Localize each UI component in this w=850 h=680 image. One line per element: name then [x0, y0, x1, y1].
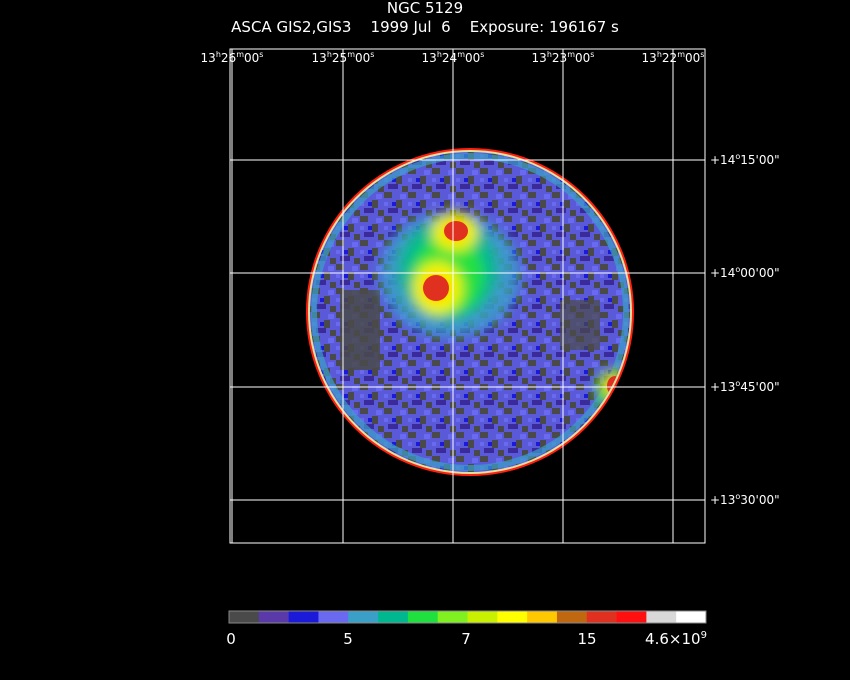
colorbar-swatch [258, 611, 290, 623]
colorbar-swatch [288, 611, 319, 623]
xray-image-disk [306, 148, 634, 476]
colorbar-swatch [556, 611, 588, 623]
object-name: NGC 5129 [386, 0, 464, 17]
colorbar-swatch [229, 611, 260, 623]
ra-tick-label: 13h25m00s [312, 50, 375, 65]
colorbar-swatch [676, 611, 707, 623]
ra-tick-label: 13h22m00s [642, 50, 705, 65]
colorbar-swatch [646, 611, 677, 623]
colorbar-swatch [348, 611, 379, 623]
colorbar-swatch [586, 611, 618, 623]
ra-axis-labels: 13h26m00s 13h25m00s 13h24m00s 13h23m00s 13h2… [201, 50, 705, 65]
colorbar-label: 7 [461, 630, 471, 648]
colorbar-label: 15 [577, 630, 596, 648]
colorbar-label: 0 [226, 630, 236, 648]
colorbar-swatch [407, 611, 439, 623]
coordinate-grid [230, 49, 705, 543]
ra-tick-label: 13h23m00s [532, 50, 595, 65]
colorbar-swatch [527, 611, 558, 623]
colorbar-swatch [467, 611, 498, 623]
dec-tick-label: +13o45'00" [710, 379, 780, 394]
source-peak-north [444, 221, 468, 241]
image-frame [229, 48, 706, 544]
dec-tick-label: +14o00'00" [710, 265, 780, 280]
observation-subtitle: ASCA GIS2,GIS3 1999 Jul 6 Exposure: 1961… [231, 18, 619, 36]
colorbar-label: 4.6×109 [645, 630, 707, 648]
colorbar-labels: 0 5 7 15 4.6×109 [226, 630, 707, 648]
source-peak-central [423, 275, 449, 301]
colorbar-label: 5 [343, 630, 353, 648]
colorbar-frame [228, 610, 707, 624]
colorbar-swatch [318, 611, 349, 623]
colorbar-swatch [616, 611, 647, 623]
dec-axis-labels: +14o15'00" +14o00'00" +13o45'00" +13o30'00" [710, 152, 780, 507]
colorbar-swatch [497, 611, 528, 623]
dec-tick-label: +13o30'00" [710, 492, 780, 507]
colorbar-swatch [437, 611, 468, 623]
colorbar [229, 611, 707, 623]
dec-tick-label: +14o15'00" [710, 152, 780, 167]
ra-tick-label: 13h26m00s [201, 50, 264, 65]
colorbar-swatch [378, 611, 409, 623]
ra-tick-label: 13h24m00s [422, 50, 485, 65]
